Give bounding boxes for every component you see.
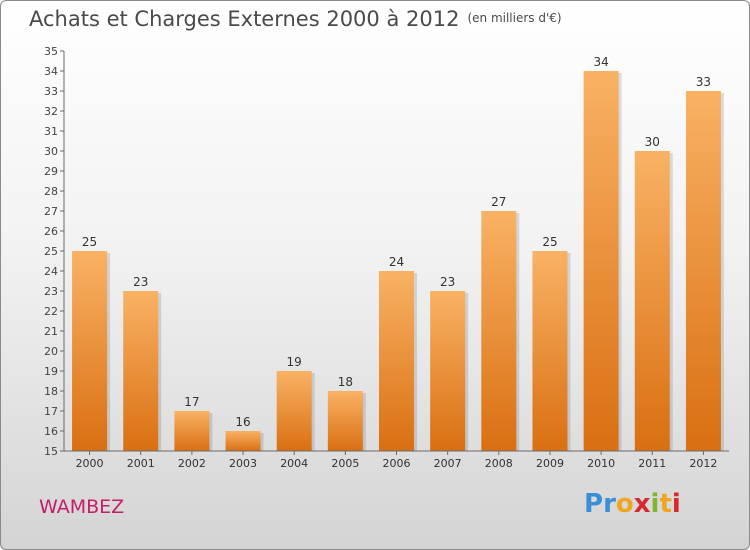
bar — [123, 291, 159, 451]
x-tick-label: 2005 — [331, 457, 359, 470]
title-unit: (en milliers d'€) — [467, 11, 562, 25]
bar-value-label: 19 — [287, 355, 302, 369]
y-tick-label: 30 — [44, 145, 58, 158]
logo-letter: i — [650, 489, 660, 519]
y-tick-label: 31 — [44, 125, 58, 138]
x-tick-label: 2006 — [383, 457, 411, 470]
bar — [481, 211, 517, 451]
logo-letter: x — [633, 489, 651, 519]
bar-value-label: 23 — [133, 275, 148, 289]
x-tick-label: 2001 — [127, 457, 155, 470]
bar — [685, 91, 721, 451]
bar — [225, 431, 261, 451]
logo-letter: r — [603, 489, 616, 519]
commune-name: WAMBEZ — [39, 496, 125, 518]
bar-value-label: 16 — [235, 415, 250, 429]
bar — [276, 371, 312, 451]
bar-value-label: 33 — [696, 75, 711, 89]
y-tick-label: 23 — [44, 285, 58, 298]
bars: 25 23 17 16 19 18 24 23 27 25 34 30 33 — [72, 55, 724, 451]
logo-letter: o — [615, 489, 634, 519]
proxiti-logo[interactable]: Proxiti — [584, 489, 681, 519]
x-tick-label: 2000 — [76, 457, 104, 470]
y-tick-label: 21 — [44, 325, 58, 338]
bar-value-label: 27 — [491, 195, 506, 209]
x-tick-label: 2002 — [178, 457, 206, 470]
y-tick-label: 19 — [44, 365, 58, 378]
bar-value-label: 34 — [593, 55, 608, 69]
y-tick-label: 22 — [44, 305, 58, 318]
logo-letter: i — [671, 489, 681, 519]
x-tick-label: 2007 — [434, 457, 462, 470]
y-tick-label: 32 — [44, 105, 58, 118]
y-tick-label: 29 — [44, 165, 58, 178]
y-tick-label: 34 — [44, 65, 58, 78]
x-tick-label: 2004 — [280, 457, 308, 470]
bar-value-label: 17 — [184, 395, 199, 409]
bar — [583, 71, 619, 451]
x-tick-label: 2009 — [536, 457, 564, 470]
y-tick-label: 27 — [44, 205, 58, 218]
bar — [72, 251, 108, 451]
y-tick-label: 26 — [44, 225, 58, 238]
bar — [532, 251, 568, 451]
bar-value-label: 25 — [542, 235, 557, 249]
x-axis: 2000 2001 2002 2003 2004 2005 2006 2007 2008 2009… — [64, 450, 729, 470]
y-axis: 15 16 17 18 19 20 21 22 23 24 25 26 27 28 29 30 31 32 33 34… — [44, 45, 65, 458]
x-tick-label: 2010 — [587, 457, 615, 470]
bar-value-label: 30 — [645, 135, 660, 149]
bar — [174, 411, 210, 451]
x-tick-label: 2012 — [689, 457, 717, 470]
x-tick-label: 2003 — [229, 457, 257, 470]
bar-value-label: 25 — [82, 235, 97, 249]
logo-letter: P — [584, 489, 604, 519]
bar-value-label: 18 — [338, 375, 353, 389]
logo-letter: t — [659, 489, 672, 519]
y-tick-label: 33 — [44, 85, 58, 98]
y-tick-label: 35 — [44, 45, 58, 58]
y-tick-label: 20 — [44, 345, 58, 358]
x-tick-label: 2011 — [638, 457, 666, 470]
y-tick-label: 24 — [44, 265, 58, 278]
y-tick-label: 28 — [44, 185, 58, 198]
bar-value-label: 23 — [440, 275, 455, 289]
y-tick-label: 17 — [44, 405, 58, 418]
chart-title: Achats et Charges Externes 2000 à 2012 (e… — [29, 7, 562, 31]
bar — [379, 271, 414, 451]
y-tick-label: 16 — [44, 425, 58, 438]
bar — [327, 391, 363, 451]
bar — [634, 151, 670, 451]
y-tick-label: 15 — [44, 445, 58, 458]
bar — [430, 291, 466, 451]
x-tick-label: 2008 — [485, 457, 513, 470]
y-tick-label: 18 — [44, 385, 58, 398]
y-tick-label: 25 — [44, 245, 58, 258]
title-text: Achats et Charges Externes 2000 à 2012 — [29, 7, 460, 31]
bar-value-label: 24 — [389, 255, 404, 269]
